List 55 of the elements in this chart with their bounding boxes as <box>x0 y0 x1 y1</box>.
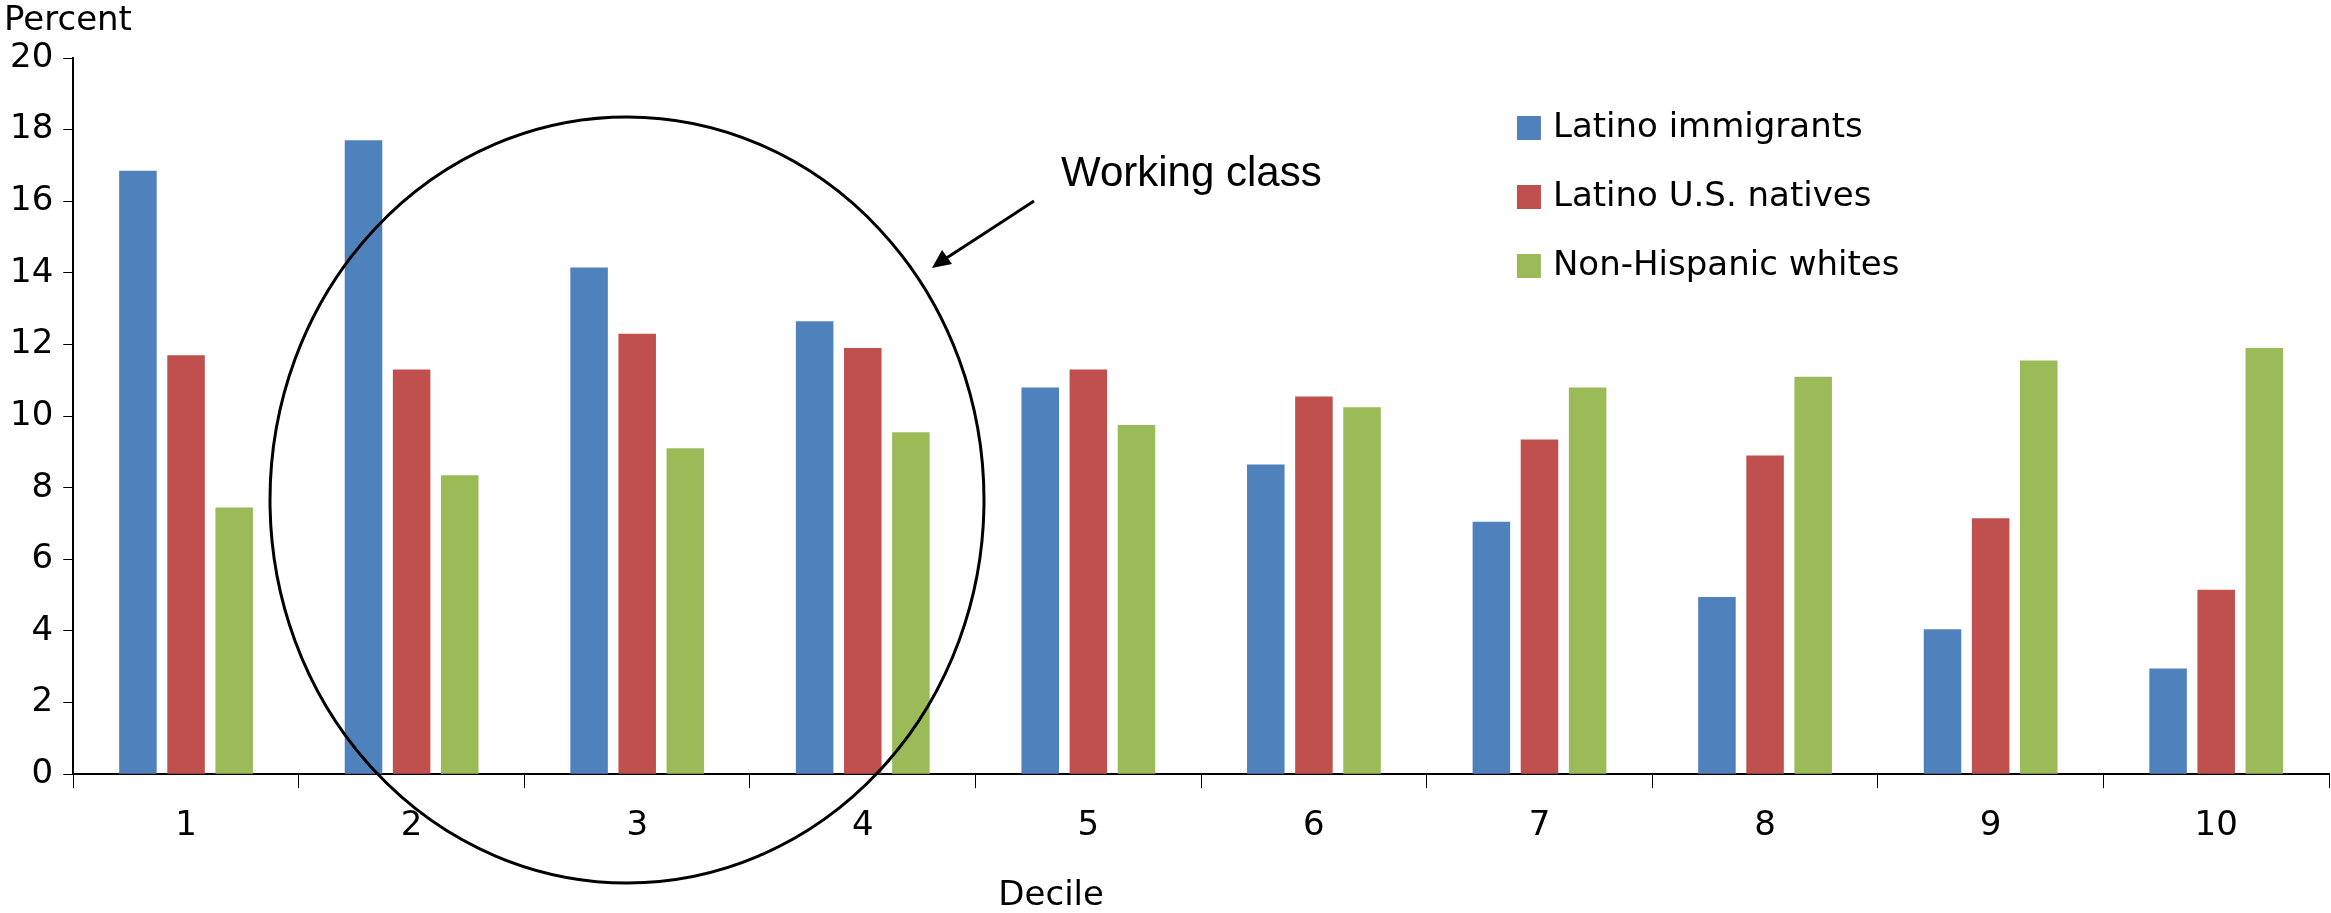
y-tick-label: 6 <box>31 536 54 577</box>
y-tick-label: 0 <box>31 751 54 792</box>
x-tick-label: 6 <box>1303 803 1325 844</box>
bar <box>1472 521 1511 774</box>
x-tick-label: 2 <box>400 803 423 844</box>
bar <box>1794 376 1832 774</box>
bar <box>892 432 930 774</box>
bar <box>215 507 253 774</box>
bar <box>1069 369 1108 774</box>
bar <box>1520 439 1559 774</box>
bar <box>1746 455 1784 774</box>
x-axis-title: Decile <box>998 872 1104 913</box>
bar <box>344 140 383 774</box>
bar <box>618 333 656 774</box>
y-tick-label: 4 <box>31 607 54 648</box>
y-tick-label: 12 <box>10 321 54 362</box>
bar <box>2149 668 2187 774</box>
x-tick-label: 4 <box>851 803 874 844</box>
y-tick-label: 14 <box>10 249 54 290</box>
y-tick-label: 8 <box>31 464 54 505</box>
bar <box>167 355 205 774</box>
bar <box>2019 360 2058 774</box>
x-tick-label: 3 <box>626 803 649 844</box>
bar <box>1295 396 1333 774</box>
bar <box>795 321 834 774</box>
y-tick-label: 2 <box>31 679 54 720</box>
y-tick-label: 16 <box>10 178 54 219</box>
bar <box>119 170 157 774</box>
bar <box>1343 407 1381 774</box>
x-tick-label: 8 <box>1754 803 1776 844</box>
bar <box>1698 596 1736 774</box>
x-tick-label: 7 <box>1528 803 1551 844</box>
y-tick-label: 18 <box>10 106 54 147</box>
x-tick-label: 5 <box>1077 803 1100 844</box>
bar <box>440 475 479 774</box>
bar <box>1568 387 1607 774</box>
bar <box>844 348 882 774</box>
y-tick-label: 10 <box>10 392 54 433</box>
x-tick-label: 1 <box>175 803 197 844</box>
legend-label: Non-Hispanic whites <box>1552 242 1900 283</box>
bar <box>1117 425 1156 774</box>
bar <box>392 369 431 774</box>
bar <box>1247 464 1285 774</box>
x-tick-label: 10 <box>2194 803 2238 844</box>
x-tick-label: 9 <box>1979 803 2002 844</box>
bar <box>2197 589 2235 774</box>
bar <box>666 448 705 774</box>
legend-label: Latino U.S. natives <box>1552 173 1872 214</box>
bar <box>1971 518 2010 774</box>
bar <box>1021 387 1059 774</box>
bar <box>2245 348 2284 774</box>
legend-label: Latino immigrants <box>1552 104 1863 145</box>
annotation: Working class <box>1061 148 1322 196</box>
bar <box>570 267 608 774</box>
bar <box>1923 629 1962 774</box>
